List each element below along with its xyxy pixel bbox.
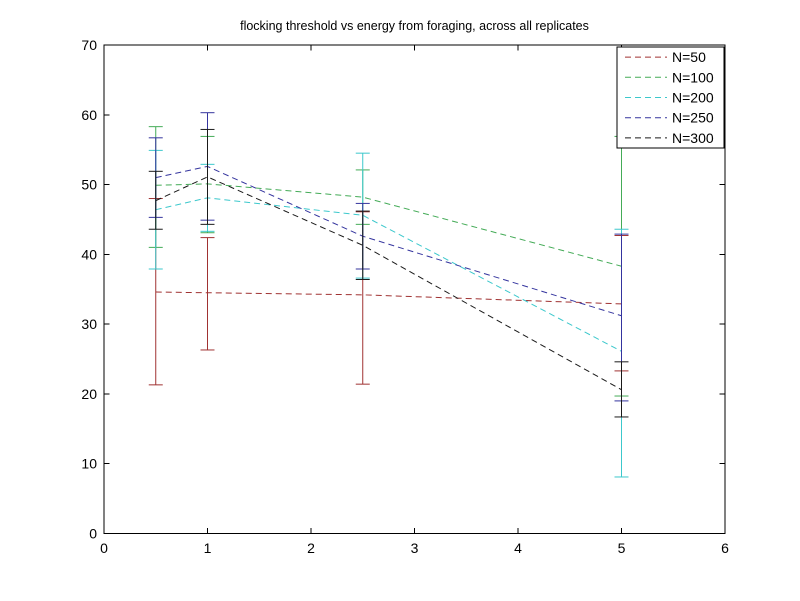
legend: N=50 N=100 N=200 N=250 N=300 <box>616 46 725 149</box>
series-N=50 <box>148 198 629 386</box>
y-tick-label: 70 <box>81 37 97 53</box>
x-tick-label: 6 <box>721 540 729 556</box>
x-tick-label: 1 <box>204 540 212 556</box>
legend-entry-label: N=200 <box>672 90 714 106</box>
y-tick-label: 50 <box>81 177 97 193</box>
series-group <box>148 112 629 478</box>
series-N=200 <box>148 149 629 478</box>
series-N=250 <box>148 112 629 402</box>
series-N=100 <box>148 126 629 397</box>
series-N=300 <box>148 128 629 418</box>
chart-title: flocking threshold vs energy from foragi… <box>240 19 589 33</box>
series-line <box>155 183 622 267</box>
legend-entry-label: N=300 <box>672 130 714 146</box>
x-tick-label: 3 <box>411 540 419 556</box>
legend-entry-label: N=50 <box>672 49 706 65</box>
series-line <box>155 176 622 391</box>
y-tick-label: 20 <box>81 386 97 402</box>
x-tick-label: 4 <box>514 540 522 556</box>
legend-entry-label: N=100 <box>672 69 714 85</box>
x-tick-label: 2 <box>307 540 315 556</box>
x-tick-label: 5 <box>618 540 626 556</box>
series-line <box>155 291 622 305</box>
y-tick-label: 0 <box>89 526 97 542</box>
x-tick-label: 0 <box>100 540 108 556</box>
series-line <box>155 165 622 317</box>
y-tick-label: 30 <box>81 316 97 332</box>
legend-box <box>616 46 725 149</box>
series-line <box>155 197 622 352</box>
y-tick-label: 10 <box>81 456 97 472</box>
legend-entry-label: N=250 <box>672 110 714 126</box>
y-tick-label: 40 <box>81 246 97 262</box>
y-tick-label: 60 <box>81 107 97 123</box>
